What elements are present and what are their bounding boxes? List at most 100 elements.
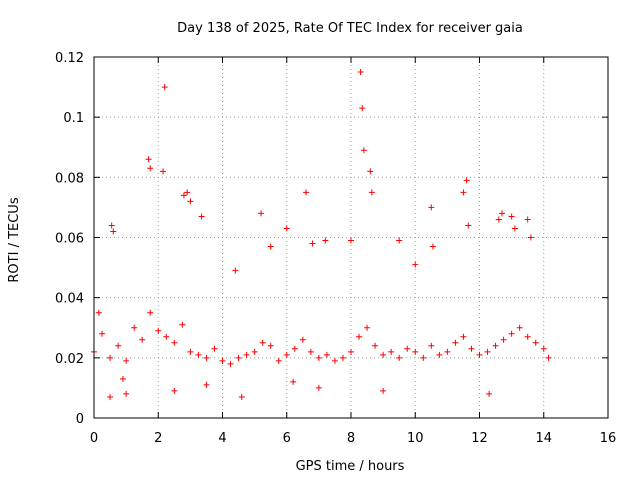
data-point	[110, 228, 117, 235]
data-point	[524, 333, 531, 340]
data-point	[258, 210, 265, 217]
data-point	[486, 390, 493, 397]
y-tick-label: 0.1	[63, 111, 84, 126]
x-tick-label: 10	[407, 431, 424, 446]
data-point	[160, 168, 167, 175]
data-point	[368, 189, 375, 196]
data-point	[123, 390, 130, 397]
data-point	[364, 324, 371, 331]
data-point	[291, 345, 298, 352]
data-point	[468, 345, 475, 352]
data-point	[235, 354, 242, 361]
data-point	[290, 378, 297, 385]
x-tick-label: 8	[347, 431, 355, 446]
data-point	[259, 339, 266, 346]
data-point	[227, 360, 234, 367]
data-point	[460, 189, 467, 196]
data-point	[203, 381, 210, 388]
data-point	[232, 267, 239, 274]
data-point	[131, 324, 138, 331]
data-point	[243, 351, 250, 358]
x-tick-label: 4	[218, 431, 226, 446]
data-point	[315, 384, 322, 391]
y-tick-label: 0.12	[55, 51, 84, 66]
data-point	[107, 354, 114, 361]
data-point	[171, 387, 178, 394]
data-point	[452, 339, 459, 346]
data-point	[267, 243, 274, 250]
data-point	[147, 309, 154, 316]
x-tick-label: 12	[471, 431, 488, 446]
data-point	[360, 147, 367, 154]
data-point	[465, 222, 472, 229]
data-point	[511, 225, 518, 232]
data-point	[187, 348, 194, 355]
data-point	[123, 357, 130, 364]
data-point	[115, 342, 122, 349]
data-points	[91, 69, 552, 400]
data-point	[307, 348, 314, 355]
data-point	[303, 189, 310, 196]
data-point	[180, 192, 187, 199]
data-point	[545, 354, 552, 361]
data-point	[540, 345, 547, 352]
data-point	[219, 357, 226, 364]
data-point	[508, 213, 515, 220]
data-point	[107, 393, 114, 400]
x-tick-label: 0	[90, 431, 98, 446]
data-point	[476, 351, 483, 358]
data-point	[412, 261, 419, 268]
data-point	[139, 336, 146, 343]
data-point	[198, 213, 205, 220]
data-point	[145, 156, 152, 163]
data-point	[283, 225, 290, 232]
data-point	[322, 237, 329, 244]
data-point	[171, 339, 178, 346]
data-point	[203, 354, 210, 361]
data-point	[187, 198, 194, 205]
data-point	[484, 348, 491, 355]
data-point	[498, 210, 505, 217]
data-point	[372, 342, 379, 349]
plot-frame	[93, 56, 609, 419]
data-point	[412, 348, 419, 355]
data-point	[95, 309, 102, 316]
y-tick-label: 0.08	[55, 171, 84, 186]
data-point	[380, 387, 387, 394]
x-tick-label: 14	[535, 431, 552, 446]
data-point	[238, 393, 245, 400]
data-point	[119, 375, 126, 382]
data-point	[495, 216, 502, 223]
data-point	[108, 222, 115, 229]
x-tick-label: 6	[283, 431, 291, 446]
data-point	[428, 342, 435, 349]
y-tick-label: 0.06	[55, 232, 84, 247]
data-point	[532, 339, 539, 346]
data-point	[195, 351, 202, 358]
data-point	[283, 351, 290, 358]
data-point	[339, 354, 346, 361]
y-tick-label: 0.02	[55, 352, 84, 367]
data-point	[179, 321, 186, 328]
data-point	[147, 165, 154, 172]
data-point	[380, 351, 387, 358]
data-point	[396, 354, 403, 361]
data-point	[163, 333, 170, 340]
data-point	[251, 348, 258, 355]
data-point	[348, 237, 354, 244]
data-point	[155, 327, 162, 334]
data-point	[396, 237, 403, 244]
y-tick-label: 0	[76, 412, 84, 427]
x-tick-label: 16	[600, 431, 617, 446]
data-point	[348, 348, 354, 355]
axes: 0 2 4 6 8 10 12 14 16 0 0.02 0.04 0.06 0.08 0.1 0.12	[55, 51, 616, 446]
data-point	[388, 348, 395, 355]
data-point	[444, 348, 451, 355]
data-point	[500, 336, 507, 343]
data-point	[309, 240, 316, 247]
data-point	[357, 69, 364, 76]
grid-lines	[94, 57, 608, 418]
data-point	[161, 84, 168, 91]
data-point	[211, 345, 218, 352]
